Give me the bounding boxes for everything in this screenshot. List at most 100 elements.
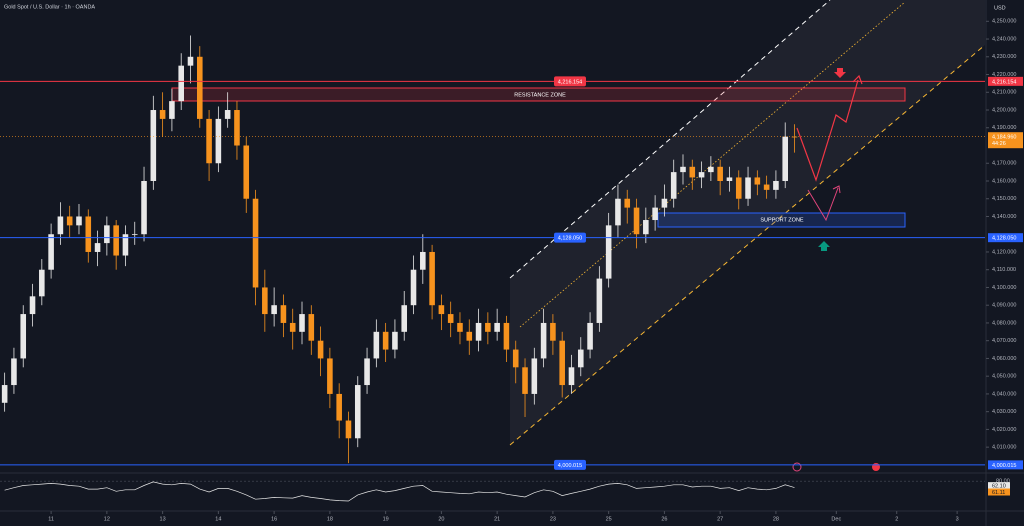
y-tick-label: 4,070.000	[992, 338, 1016, 344]
candle-body	[633, 207, 640, 235]
x-tick-label: 11	[48, 516, 54, 522]
candle-body	[39, 269, 45, 297]
candle-body	[271, 305, 277, 315]
level-badge	[554, 232, 586, 243]
x-tick-label: 23	[550, 516, 556, 522]
axis-badge	[988, 460, 1023, 470]
candle-body	[485, 322, 491, 332]
x-tick-label: 27	[717, 516, 723, 522]
y-tick-label: 4,040.000	[992, 391, 1016, 397]
rsi-badge	[988, 488, 1010, 496]
candle-body	[122, 234, 129, 256]
channel-upper	[509, 0, 831, 279]
candle-body	[782, 136, 788, 181]
candle-body	[726, 177, 733, 181]
x-tick-label: 14	[215, 516, 221, 522]
candle-body	[206, 118, 212, 164]
rsi-line	[4, 481, 795, 502]
candle-body	[327, 358, 333, 394]
axis-badge	[988, 233, 1023, 243]
y-tick-label: 4,160.000	[992, 178, 1016, 184]
candle-body	[308, 314, 315, 341]
candle-body	[262, 287, 268, 315]
y-tick-label: 4,030.000	[992, 409, 1016, 415]
countdown-text: 44:26	[992, 141, 1006, 147]
candle-body	[224, 110, 231, 119]
resistance-label: RESISTANCE ZONE	[514, 92, 566, 98]
candle-body	[550, 322, 556, 341]
rsi-badge-text: 61.11	[992, 490, 1005, 496]
candle-body	[577, 349, 584, 368]
x-tick-label: 20	[438, 516, 444, 522]
candle-body	[522, 367, 528, 394]
candle-body	[11, 358, 17, 386]
candle-body	[336, 393, 342, 421]
candle-body	[234, 110, 240, 146]
y-tick-label: 4,220.000	[992, 72, 1016, 78]
candle-body	[708, 166, 714, 173]
candle-body	[187, 56, 194, 66]
event-icon[interactable]	[792, 462, 802, 472]
candle-body	[568, 367, 575, 386]
candle-body	[141, 180, 147, 235]
x-tick-label: 18	[327, 516, 333, 522]
candle-body	[159, 110, 166, 119]
candle-body	[280, 305, 287, 323]
candle-body	[1, 385, 8, 403]
x-tick-label: 2	[895, 516, 898, 522]
candle-body	[169, 101, 175, 119]
candle-body	[150, 110, 157, 181]
x-tick-label: 26	[661, 516, 667, 522]
candle-body	[429, 251, 435, 306]
support-label: SUPPORT ZONE	[760, 217, 804, 223]
symbol-title: Gold Spot / U.S. Dollar · 1h · OANDA	[4, 4, 95, 10]
candle-body	[494, 322, 500, 332]
candle-body	[652, 207, 658, 221]
candle-body	[661, 198, 668, 208]
x-tick-label: 13	[160, 516, 166, 522]
candle-body	[643, 220, 649, 235]
y-tick-label: 4,200.000	[992, 107, 1016, 113]
candle-body	[531, 358, 538, 394]
candle-body	[475, 322, 482, 341]
x-tick-label: 19	[383, 516, 389, 522]
candle-body	[345, 420, 352, 439]
candle-body	[178, 65, 184, 102]
channel-fill	[510, 0, 985, 445]
candle-body	[735, 177, 742, 199]
candle-body	[94, 243, 101, 252]
buy-arrow	[818, 241, 830, 251]
y-tick-label: 4,010.000	[992, 445, 1016, 451]
candle-body	[615, 198, 621, 226]
candle-body	[559, 340, 565, 386]
candle-body	[763, 184, 770, 190]
candle-body	[104, 225, 110, 244]
event-icon[interactable]	[872, 463, 880, 471]
candle-body	[392, 331, 398, 350]
candle-body	[131, 234, 138, 236]
candle-body	[197, 56, 203, 119]
level-badge	[554, 76, 586, 87]
candle-body	[791, 136, 798, 138]
candle-body	[457, 322, 463, 332]
last-price-text: 4,184.960	[992, 135, 1016, 141]
alt-projection	[807, 185, 841, 222]
y-tick-label: 4,060.000	[992, 356, 1016, 362]
candle-body	[670, 172, 677, 199]
last-price-badge	[988, 132, 1023, 149]
axis-badge-text: 4,216.154	[992, 79, 1016, 85]
y-tick-label: 4,050.000	[992, 374, 1016, 380]
candle-body	[503, 322, 510, 350]
y-tick-label: 4,020.000	[992, 427, 1016, 433]
candle-body	[605, 225, 612, 279]
y-tick-label: 4,240.000	[992, 36, 1016, 42]
y-tick-label: 4,120.000	[992, 249, 1016, 255]
candle-body	[48, 234, 54, 270]
y-tick-label: 4,230.000	[992, 54, 1016, 60]
candle-body	[540, 322, 547, 359]
y-tick-label: 4,090.000	[992, 303, 1016, 309]
rsi-badge-text: 62.10	[992, 483, 1006, 489]
candle-body	[596, 278, 603, 323]
x-tick-label: 16	[271, 516, 277, 522]
